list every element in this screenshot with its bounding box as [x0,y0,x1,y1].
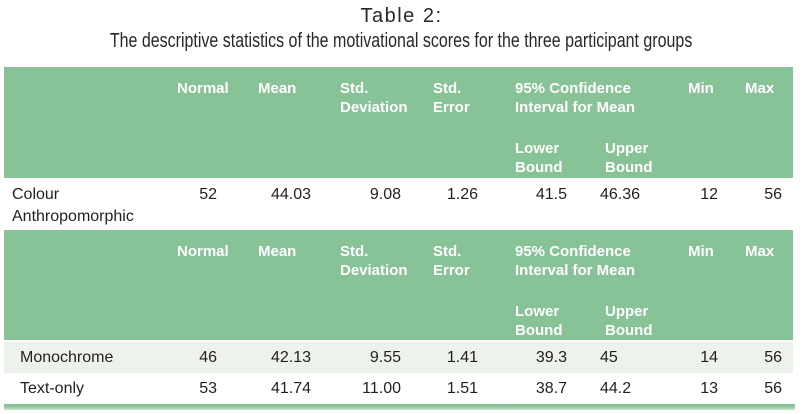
cell-std-error: 1.41 [415,340,490,373]
cell-lower-bound: 41.5 [535,186,567,203]
cell-mean: 42.13 [242,340,315,373]
cell-lower-bound: 39.3 [490,340,578,373]
header-spacer-cell [315,137,415,178]
cell-std-error: 1.26 [446,186,478,203]
col-header-std-error: Std. Error [415,230,490,300]
statistics-table: Normal Mean Std. Deviation Std. Error 95… [4,67,793,404]
cell-normal: 53 [199,379,217,397]
col-header-normal: Normal [172,230,242,300]
header-spacer-cell [722,137,793,178]
cell-std-error: 1.51 [446,379,478,397]
table-title-text: The descriptive statistics of the motiva… [110,30,693,52]
header-spacer-cell [172,300,242,341]
header-spacer-cell [415,300,490,341]
table-caption: Table 2: The descriptive statistics of t… [0,0,803,54]
table-bottom-border [4,404,795,410]
col-header-max: Max [722,67,793,137]
cell-group-label: Colour Anthropomorphic [12,186,134,225]
col-header-lower-bound: Lower Bound [490,137,578,178]
table-title: The descriptive statistics of the motiva… [0,29,803,54]
col-header-std-deviation: Std. Deviation [315,67,415,137]
cell-normal: 46 [172,340,242,373]
header-spacer-cell [242,300,315,341]
table-row-text-only: Text-only 53 41.74 11.00 1.51 38.7 44.2 … [4,373,793,404]
header-spacer-cell [666,300,722,341]
header-row-main: Normal Mean Std. Deviation Std. Error 95… [4,230,793,300]
col-header-max: Max [722,230,793,300]
cell-max: 56 [722,340,793,373]
header-spacer-cell [666,137,722,178]
header-spacer-cell [415,137,490,178]
col-header-min: Min [666,230,722,300]
col-header-std-deviation: Std. Deviation [315,230,415,300]
header-row-sub: Lower Bound Upper Bound [4,137,793,178]
col-header-upper-bound: Upper Bound [578,137,666,178]
table-row-colour-anthropomorphic: Colour Anthropomorphic 52 44.03 9.08 1.2… [4,178,793,230]
cell-lower-bound: 38.7 [535,379,567,397]
col-header-confidence-interval: 95% Confidence Interval for Mean [490,230,666,300]
cell-std-deviation: 9.08 [369,186,401,203]
cell-mean: 41.74 [270,379,311,397]
col-header-mean: Mean [242,67,315,137]
header-spacer-cell [172,137,242,178]
cell-upper-bound: 44.2 [600,379,632,397]
cell-min: 13 [700,379,718,397]
table-row-monochrome: Monochrome 46 42.13 9.55 1.41 39.3 45 14… [4,340,793,373]
cell-group-label: Monochrome [4,340,172,373]
cell-max: 56 [764,186,782,203]
cell-upper-bound: 46.36 [600,186,641,203]
header-spacer-cell [315,300,415,341]
header-row-main: Normal Mean Std. Deviation Std. Error 95… [4,67,793,137]
col-header-lower-bound: Lower Bound [490,300,578,341]
header-spacer-cell [4,137,172,178]
cell-normal: 52 [199,186,217,203]
header-row-sub: Lower Bound Upper Bound [4,300,793,341]
cell-min: 14 [666,340,722,373]
col-header-std-error: Std. Error [415,67,490,137]
cell-upper-bound: 45 [578,340,666,373]
header-spacer-cell [4,300,172,341]
col-header-mean: Mean [242,230,315,300]
cell-std-deviation: 11.00 [362,379,401,397]
header-spacer-cell [722,300,793,341]
cell-min: 12 [700,186,718,203]
col-header-upper-bound: Upper Bound [578,300,666,341]
table-number: Table 2: [360,5,443,27]
col-header-confidence-interval: 95% Confidence Interval for Mean [490,67,666,137]
cell-std-deviation: 9.55 [315,340,415,373]
col-header-group [4,67,172,137]
cell-max: 56 [764,379,782,397]
col-header-normal: Normal [172,67,242,137]
col-header-group [4,230,172,300]
cell-group-label: Text-only [20,379,85,397]
col-header-min: Min [666,67,722,137]
cell-mean: 44.03 [270,186,311,203]
header-spacer-cell [242,137,315,178]
